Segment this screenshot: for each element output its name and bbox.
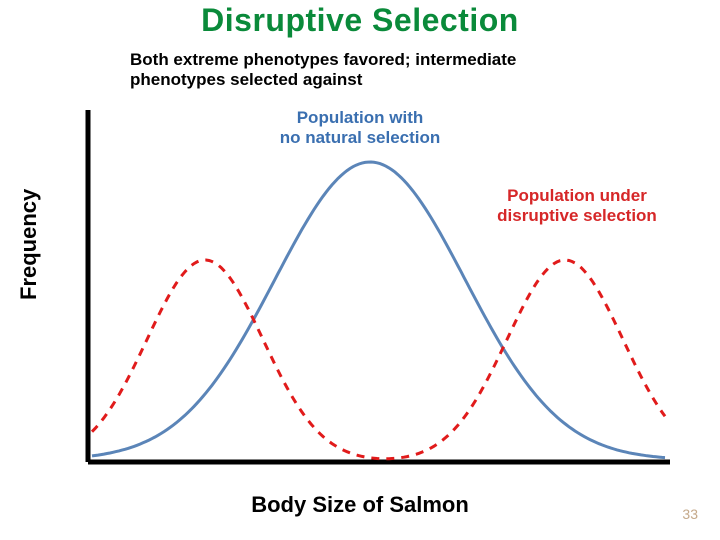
x-axis-label: Body Size of Salmon [0,492,720,518]
slide-title: Disruptive Selection [0,2,720,39]
curve-disruptive-selection [92,260,665,459]
slide: { "title": { "text": "Disruptive Selecti… [0,0,720,540]
chart-svg [70,110,680,480]
curve-no-selection [92,162,665,458]
y-axis-label: Frequency [16,189,42,300]
slide-subtitle: Both extreme phenotypes favored; interme… [130,50,600,90]
page-number: 33 [682,506,698,522]
